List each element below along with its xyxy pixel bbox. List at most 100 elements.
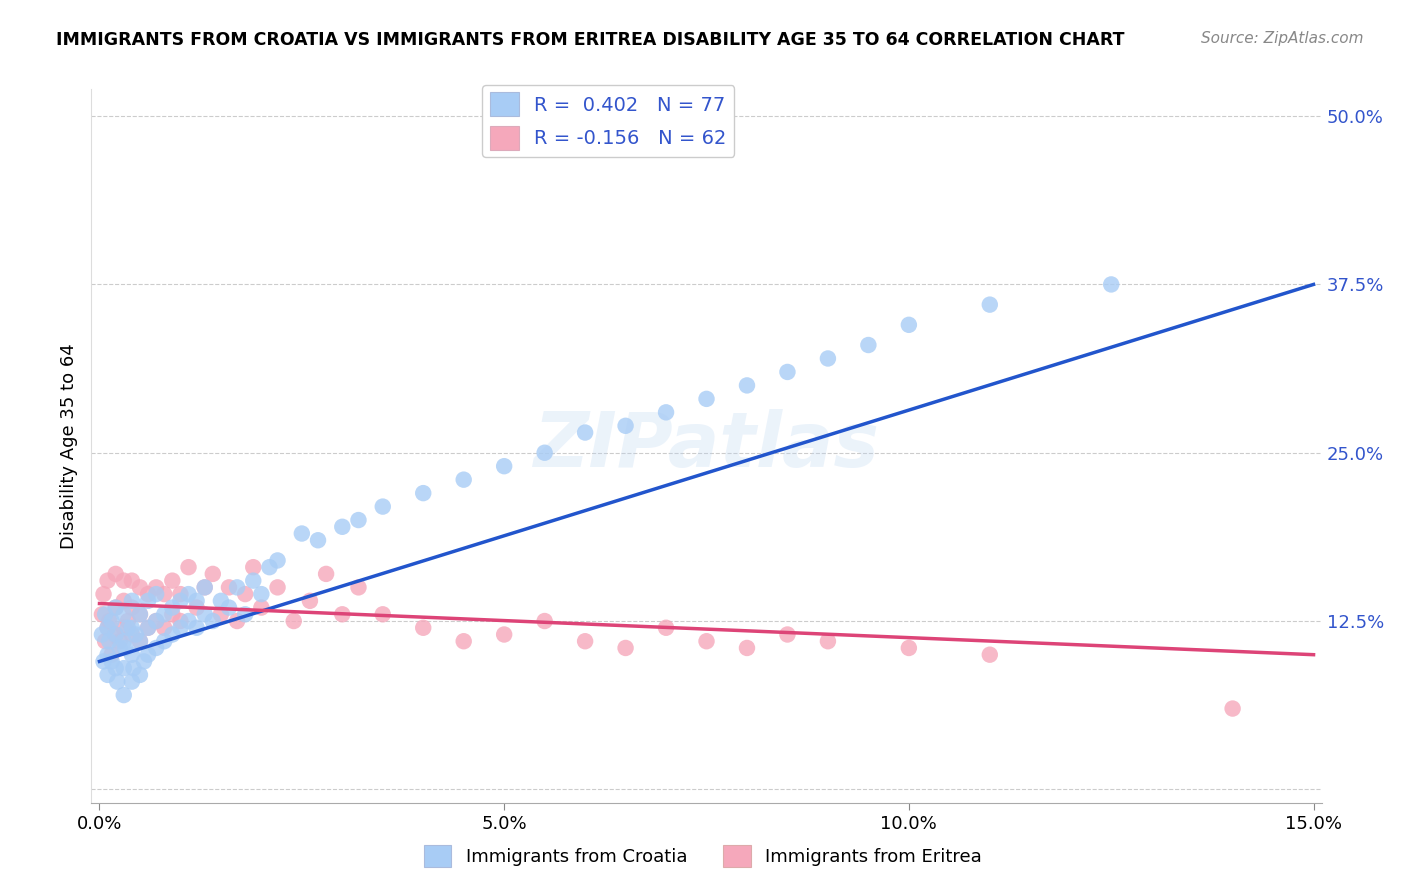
Point bbox=[125, 627, 148, 641]
Point bbox=[122, 661, 145, 675]
Y-axis label: Disability Age 35 to 64: Disability Age 35 to 64 bbox=[59, 343, 77, 549]
Point bbox=[695, 634, 717, 648]
Point bbox=[209, 594, 232, 608]
Point bbox=[218, 580, 240, 594]
Point bbox=[186, 600, 208, 615]
Point bbox=[371, 607, 394, 622]
Point bbox=[104, 600, 127, 615]
Point bbox=[1222, 701, 1244, 715]
Point bbox=[412, 486, 434, 500]
Point bbox=[776, 365, 799, 379]
Point bbox=[897, 318, 920, 332]
Point bbox=[112, 661, 135, 675]
Point bbox=[614, 418, 637, 433]
Point bbox=[979, 648, 1001, 662]
Point bbox=[112, 574, 135, 588]
Point bbox=[218, 600, 240, 615]
Point bbox=[97, 648, 120, 662]
Point bbox=[129, 668, 152, 682]
Point bbox=[100, 648, 122, 662]
Point bbox=[453, 473, 475, 487]
Point bbox=[112, 621, 135, 635]
Point bbox=[533, 614, 555, 628]
Point bbox=[98, 634, 121, 648]
Point bbox=[105, 674, 128, 689]
Point bbox=[145, 640, 167, 655]
Point bbox=[1099, 277, 1122, 292]
Text: Source: ZipAtlas.com: Source: ZipAtlas.com bbox=[1201, 31, 1364, 46]
Point bbox=[112, 634, 135, 648]
Point bbox=[291, 526, 314, 541]
Point bbox=[129, 634, 152, 648]
Point bbox=[162, 607, 184, 622]
Point bbox=[153, 587, 176, 601]
Point bbox=[177, 614, 200, 628]
Point bbox=[121, 621, 143, 635]
Point bbox=[347, 580, 370, 594]
Point bbox=[112, 607, 135, 622]
Point bbox=[136, 648, 159, 662]
Point bbox=[655, 405, 678, 419]
Point bbox=[979, 298, 1001, 312]
Point bbox=[169, 614, 191, 628]
Point bbox=[100, 655, 122, 669]
Point bbox=[153, 607, 176, 622]
Text: ZIPatlas: ZIPatlas bbox=[533, 409, 880, 483]
Point bbox=[186, 621, 208, 635]
Point bbox=[112, 594, 135, 608]
Point bbox=[347, 513, 370, 527]
Point bbox=[104, 627, 127, 641]
Point bbox=[132, 655, 155, 669]
Point bbox=[94, 634, 117, 648]
Point bbox=[97, 668, 120, 682]
Legend: R =  0.402   N = 77, R = -0.156   N = 62: R = 0.402 N = 77, R = -0.156 N = 62 bbox=[482, 85, 734, 157]
Point bbox=[145, 587, 167, 601]
Point bbox=[266, 580, 288, 594]
Point bbox=[655, 621, 678, 635]
Point bbox=[194, 580, 217, 594]
Legend: Immigrants from Croatia, Immigrants from Eritrea: Immigrants from Croatia, Immigrants from… bbox=[418, 838, 988, 874]
Point bbox=[186, 594, 208, 608]
Point bbox=[145, 614, 167, 628]
Point bbox=[169, 594, 191, 608]
Point bbox=[162, 627, 184, 641]
Point bbox=[121, 600, 143, 615]
Point bbox=[121, 594, 143, 608]
Point bbox=[129, 607, 152, 622]
Point bbox=[330, 607, 353, 622]
Point bbox=[177, 560, 200, 574]
Point bbox=[242, 560, 264, 574]
Point bbox=[136, 621, 159, 635]
Point bbox=[153, 621, 176, 635]
Point bbox=[129, 607, 152, 622]
Point bbox=[453, 634, 475, 648]
Point bbox=[121, 574, 143, 588]
Point bbox=[136, 587, 159, 601]
Point bbox=[104, 566, 127, 581]
Point bbox=[201, 614, 224, 628]
Point bbox=[97, 621, 120, 635]
Point bbox=[776, 627, 799, 641]
Point bbox=[145, 580, 167, 594]
Point bbox=[266, 553, 288, 567]
Point bbox=[104, 600, 127, 615]
Point bbox=[117, 621, 139, 635]
Point bbox=[817, 634, 839, 648]
Point bbox=[201, 566, 224, 581]
Point bbox=[494, 459, 516, 474]
Point bbox=[858, 338, 880, 352]
Point bbox=[153, 634, 176, 648]
Point bbox=[112, 688, 135, 702]
Point bbox=[315, 566, 337, 581]
Point bbox=[233, 587, 256, 601]
Point bbox=[145, 614, 167, 628]
Point bbox=[226, 580, 249, 594]
Point bbox=[259, 560, 281, 574]
Point bbox=[121, 674, 143, 689]
Point bbox=[100, 614, 122, 628]
Point bbox=[93, 587, 115, 601]
Point bbox=[735, 640, 758, 655]
Point bbox=[194, 580, 217, 594]
Point bbox=[307, 533, 329, 548]
Point bbox=[233, 607, 256, 622]
